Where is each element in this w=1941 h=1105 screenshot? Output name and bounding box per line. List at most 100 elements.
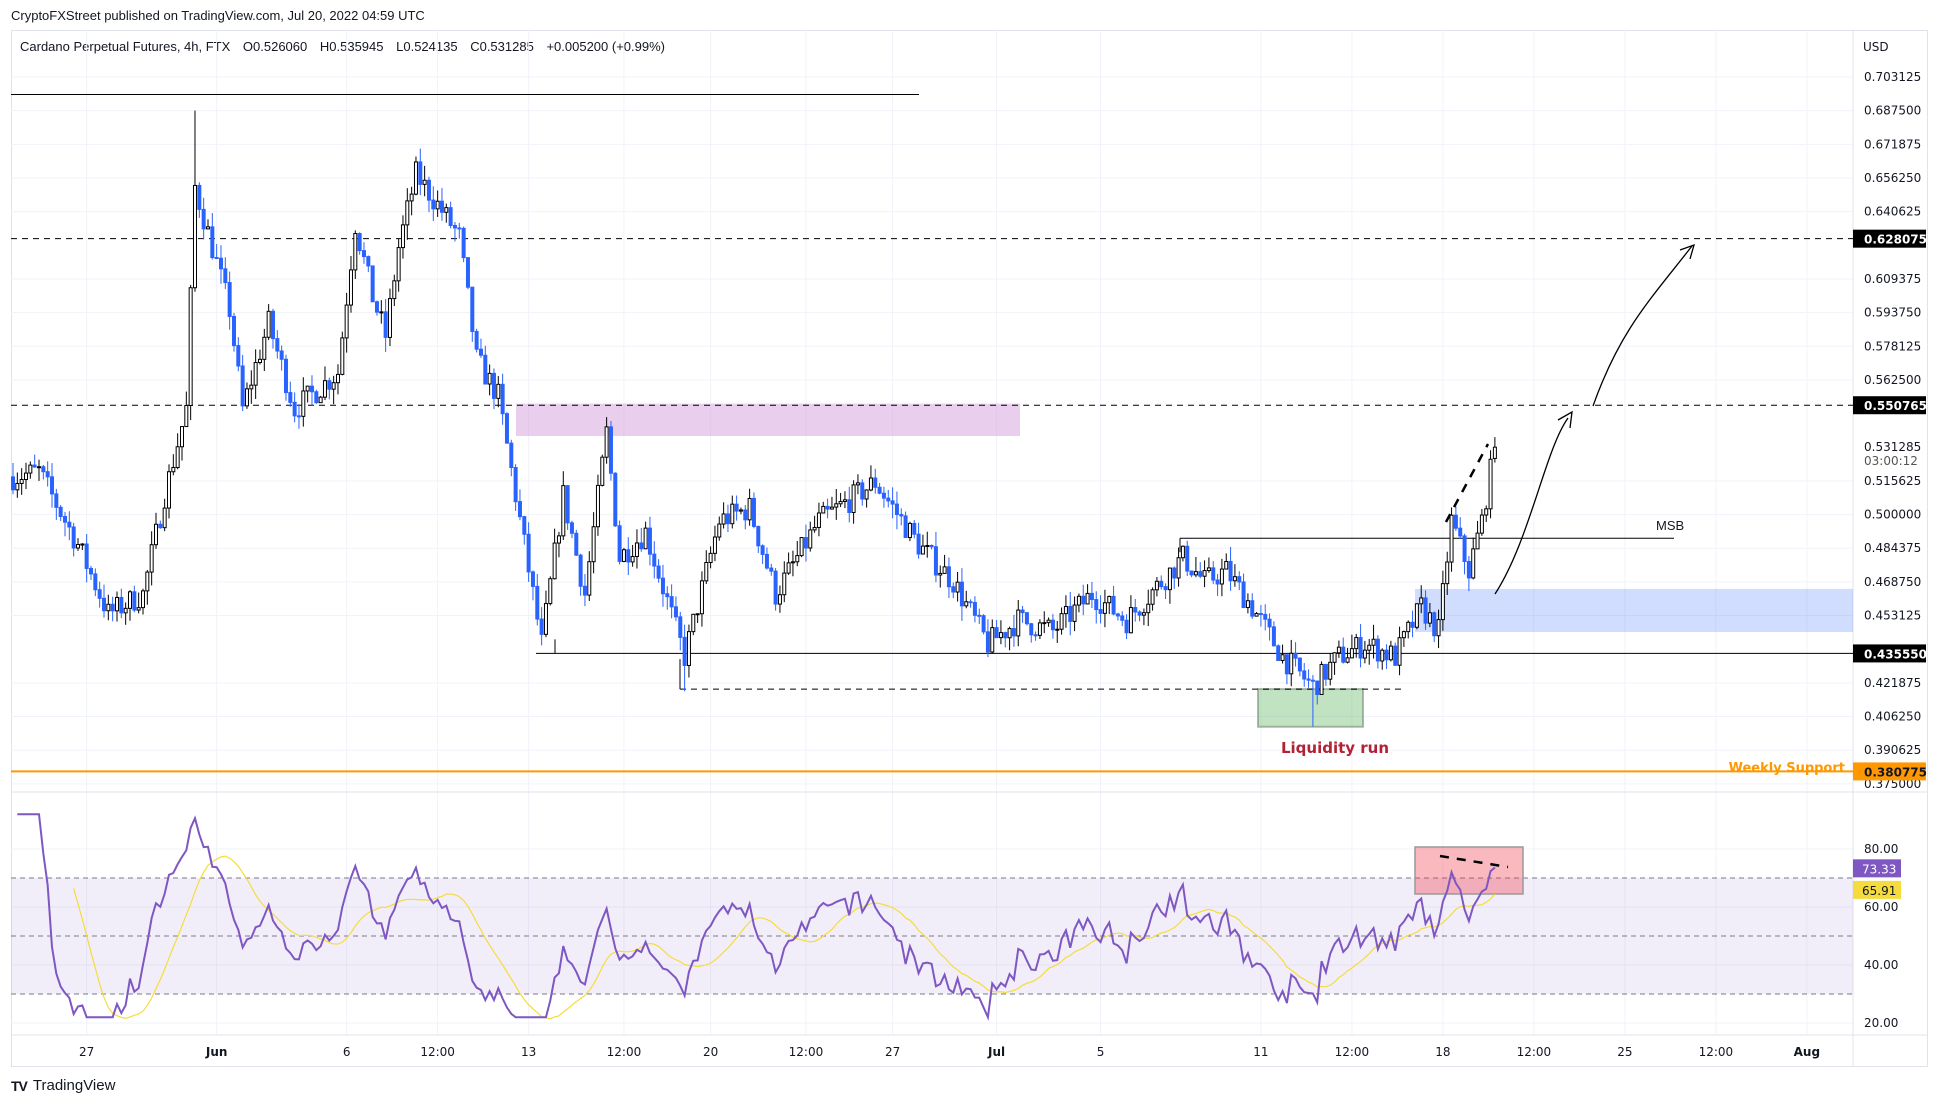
candle-up — [75, 544, 80, 549]
candle-up — [322, 380, 327, 398]
candle-down — [1293, 652, 1298, 659]
candle-up — [556, 535, 561, 544]
candle-down — [764, 553, 769, 569]
candle-down — [912, 522, 917, 535]
candle-down — [860, 482, 865, 500]
candle-down — [608, 426, 613, 474]
rsi-ma-badge-label: 65.91 — [1862, 884, 1896, 898]
price-tick-label: 0.484375 — [1864, 541, 1921, 555]
candle-up — [149, 544, 154, 573]
time-tick-label: 12:00 — [789, 1045, 824, 1059]
candle-up — [634, 542, 639, 558]
rsi-tick-label: 40.00 — [1864, 958, 1898, 972]
candle-up — [1202, 570, 1207, 577]
candle-down — [1172, 567, 1177, 579]
ohlc-low: L0.524135 — [396, 39, 458, 54]
candle-down — [751, 497, 756, 527]
candle-up — [1475, 532, 1480, 550]
candle-up — [1063, 605, 1068, 615]
candle-down — [452, 224, 457, 229]
candle-up — [487, 372, 492, 385]
price-tick-label: 0.500000 — [1864, 508, 1921, 522]
candle-down — [49, 476, 54, 495]
rsi-tick-label: 60.00 — [1864, 900, 1898, 914]
candle-up — [1232, 576, 1237, 582]
candle-down — [1306, 678, 1311, 681]
candle-up — [920, 545, 925, 555]
candle-down — [1241, 581, 1246, 609]
candle-up — [543, 603, 548, 635]
candle-down — [881, 492, 886, 499]
candle-up — [392, 280, 397, 300]
candle-up — [318, 396, 323, 404]
symbol-title[interactable]: Cardano Perpetual Futures, 4h, FTX — [20, 39, 231, 54]
candle-down — [582, 585, 587, 596]
candle-down — [1458, 527, 1463, 537]
price-tick-label: 0.453125 — [1864, 609, 1921, 623]
candle-down — [197, 184, 202, 210]
candle-down — [201, 208, 206, 230]
candle-up — [1037, 622, 1042, 636]
candle-down — [275, 338, 280, 352]
candle-down — [1250, 600, 1255, 617]
candle-up — [153, 523, 158, 546]
candle-up — [335, 373, 340, 384]
candle-up — [808, 529, 813, 549]
candle-down — [439, 200, 444, 213]
candle-down — [1089, 592, 1094, 601]
candle-down — [877, 486, 882, 494]
candle-down — [613, 472, 618, 527]
candle-up — [301, 390, 306, 417]
time-tick-label: Jun — [205, 1045, 228, 1059]
candle-up — [799, 537, 804, 557]
candle-down — [899, 513, 904, 517]
candle-up — [821, 505, 826, 514]
candle-down — [1050, 619, 1055, 631]
candle-down — [41, 466, 46, 473]
candle-down — [88, 567, 93, 575]
candle-down — [491, 372, 496, 399]
price-badge-label: 0.435550 — [1864, 647, 1927, 661]
candle-down — [569, 522, 574, 534]
candle-up — [1332, 652, 1337, 663]
candle-down — [283, 358, 288, 394]
candle-down — [1276, 645, 1281, 661]
candle-down — [825, 505, 830, 510]
candle-up — [1345, 657, 1350, 663]
candle-up — [340, 337, 345, 375]
candle-down — [448, 207, 453, 226]
candle-down — [236, 345, 241, 367]
candle-down — [946, 566, 951, 588]
candle-down — [1432, 612, 1437, 637]
candle-up — [1371, 638, 1376, 646]
candle-up — [864, 489, 869, 500]
candle-up — [106, 603, 111, 612]
price-tick-label: 0.656250 — [1864, 171, 1921, 185]
candle-down — [483, 354, 488, 385]
candle-down — [1198, 571, 1203, 577]
price-tick-label: 0.515625 — [1864, 474, 1921, 488]
candle-up — [171, 466, 176, 473]
candle-down — [296, 415, 301, 418]
candle-down — [873, 477, 878, 488]
candle-up — [1488, 458, 1493, 510]
candle-down — [660, 577, 665, 595]
candle-down — [682, 636, 687, 666]
time-tick-label: Jul — [987, 1045, 1005, 1059]
candle-up — [604, 426, 609, 458]
rsi-line — [17, 813, 1496, 1021]
published-caption: CryptoFXStreet published on TradingView.… — [11, 8, 425, 23]
candle-up — [127, 591, 132, 609]
candle-up — [244, 388, 249, 407]
candle-down — [292, 401, 297, 417]
supply-zone — [516, 403, 1020, 436]
tradingview-logo[interactable]: TV TradingView — [11, 1077, 115, 1094]
candle-up — [1046, 619, 1051, 624]
candle-down — [647, 527, 652, 555]
candle-down — [1098, 609, 1103, 614]
candle-up — [712, 536, 717, 554]
candle-up — [1167, 567, 1172, 591]
liquidity-box — [1257, 688, 1364, 728]
candle-up — [1076, 595, 1081, 606]
